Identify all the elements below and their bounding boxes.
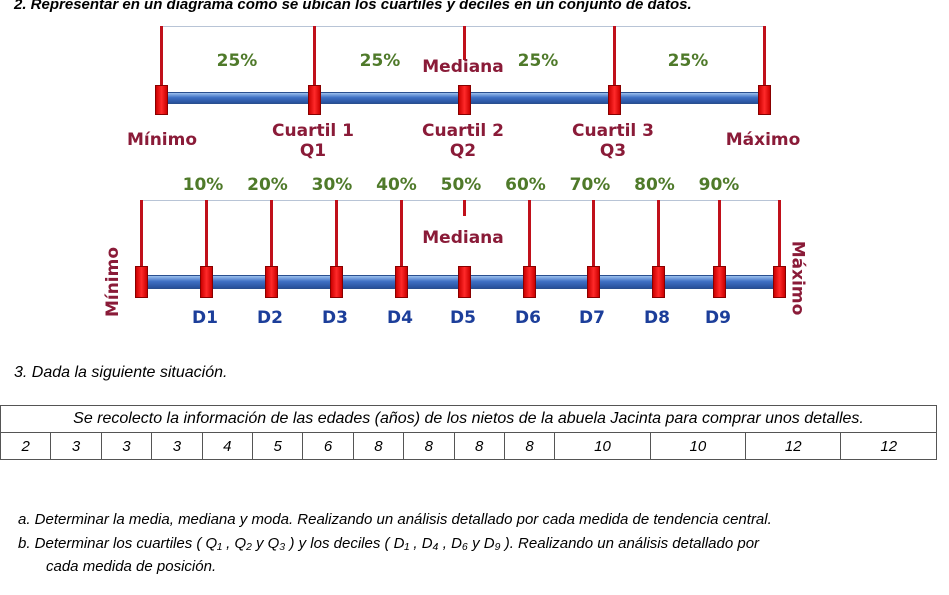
maximum-label: Máximo [787,240,808,316]
quartile-symbol: Q3 [599,141,627,161]
minimum-label: Mínimo [103,246,124,318]
table-cell: 8 [453,432,505,460]
decile-label: D9 [705,308,731,328]
tick-line [160,26,163,88]
decile-label: D5 [450,308,476,328]
table-cell: 4 [201,432,253,460]
quartile-label: Mínimo [126,130,198,150]
table-cell: 8 [503,432,556,460]
median-label: Mediana [422,228,504,248]
table-cell: 3 [151,432,203,460]
quartile-symbol: Q2 [449,141,477,161]
tick-line [335,200,338,268]
tick-line [270,200,273,268]
decile-marker [200,266,213,298]
percent-label: 20% [247,175,288,195]
percent-label: 25% [517,51,559,71]
tick-line [463,200,466,216]
item-b: b. Determinar los cuartiles ( Q₁ , Q₂ y … [18,535,760,552]
tick-line [718,200,721,268]
decile-marker [523,266,536,298]
table-row: 2 3 3 3 4 5 6 8 8 8 8 10 10 12 12 [0,432,937,460]
table-cell: 3 [50,432,102,460]
table-cell: 5 [251,432,304,460]
decile-label: D3 [322,308,348,328]
tick-line [778,200,781,268]
decile-marker [773,266,786,298]
tick-line [528,200,531,268]
tick-line [313,26,316,88]
decile-marker [330,266,343,298]
tick-line [205,200,208,268]
table-cell: 2 [0,432,52,460]
decile-marker [265,266,278,298]
quartile-symbol: Q1 [299,141,327,161]
percent-label: 50% [440,175,482,195]
decile-label: D2 [257,308,283,328]
decile-label: D8 [644,308,670,328]
table-cell: 12 [745,432,842,460]
percent-label: 90% [698,175,740,195]
percent-label: 25% [359,51,401,71]
decile-label: D7 [579,308,605,328]
tick-line [400,200,403,268]
table-cell: 6 [302,432,354,460]
tick-line [140,200,143,268]
quartile-marker [458,85,471,115]
quartile-label: Cuartil 1 [272,121,354,141]
tick-line [463,26,466,60]
ages-table: Se recolecto la información de las edade… [0,405,937,460]
percent-label: 25% [216,51,258,71]
quartile-label: Cuartil 2 [422,121,504,141]
quartile-marker [155,85,168,115]
quartile-label: Máximo [725,130,801,150]
median-label: Mediana [422,57,504,77]
decile-marker [458,266,471,298]
quartile-marker [308,85,321,115]
percent-label: 60% [505,175,546,195]
decile-marker [395,266,408,298]
decile-marker [135,266,148,298]
item-b-continued: cada medida de posición. [46,558,217,575]
tick-line [657,200,660,268]
quartile-marker [758,85,771,115]
table-cell: 3 [100,432,153,460]
percent-label: 40% [376,175,417,195]
decile-label: D6 [515,308,541,328]
percent-label: 25% [667,51,709,71]
tick-line [592,200,595,268]
item-a: a. Determinar la media, mediana y moda. … [18,511,772,528]
decile-marker [587,266,600,298]
percent-label: 80% [634,175,675,195]
quartile-marker [608,85,621,115]
table-cell: 10 [554,432,651,460]
decile-label: D1 [192,308,218,328]
question-3-title: 3. Dada la siguiente situación. [14,364,228,381]
table-cell: 8 [352,432,405,460]
decile-marker [713,266,726,298]
top-line [140,200,780,201]
table-cell: 8 [403,432,455,460]
decile-label: D4 [387,308,413,328]
table-cell: 12 [840,432,937,460]
percent-label: 10% [182,175,224,195]
tick-line [763,26,766,88]
table-cell: 10 [649,432,747,460]
tick-line [613,26,616,88]
quartile-label: Cuartil 3 [572,121,654,141]
percent-label: 70% [569,175,611,195]
question-2-title: 2. Representar en un diagrama como se ub… [14,0,692,13]
decile-marker [652,266,665,298]
percent-label: 30% [311,175,353,195]
table-header: Se recolecto la información de las edade… [0,405,937,433]
